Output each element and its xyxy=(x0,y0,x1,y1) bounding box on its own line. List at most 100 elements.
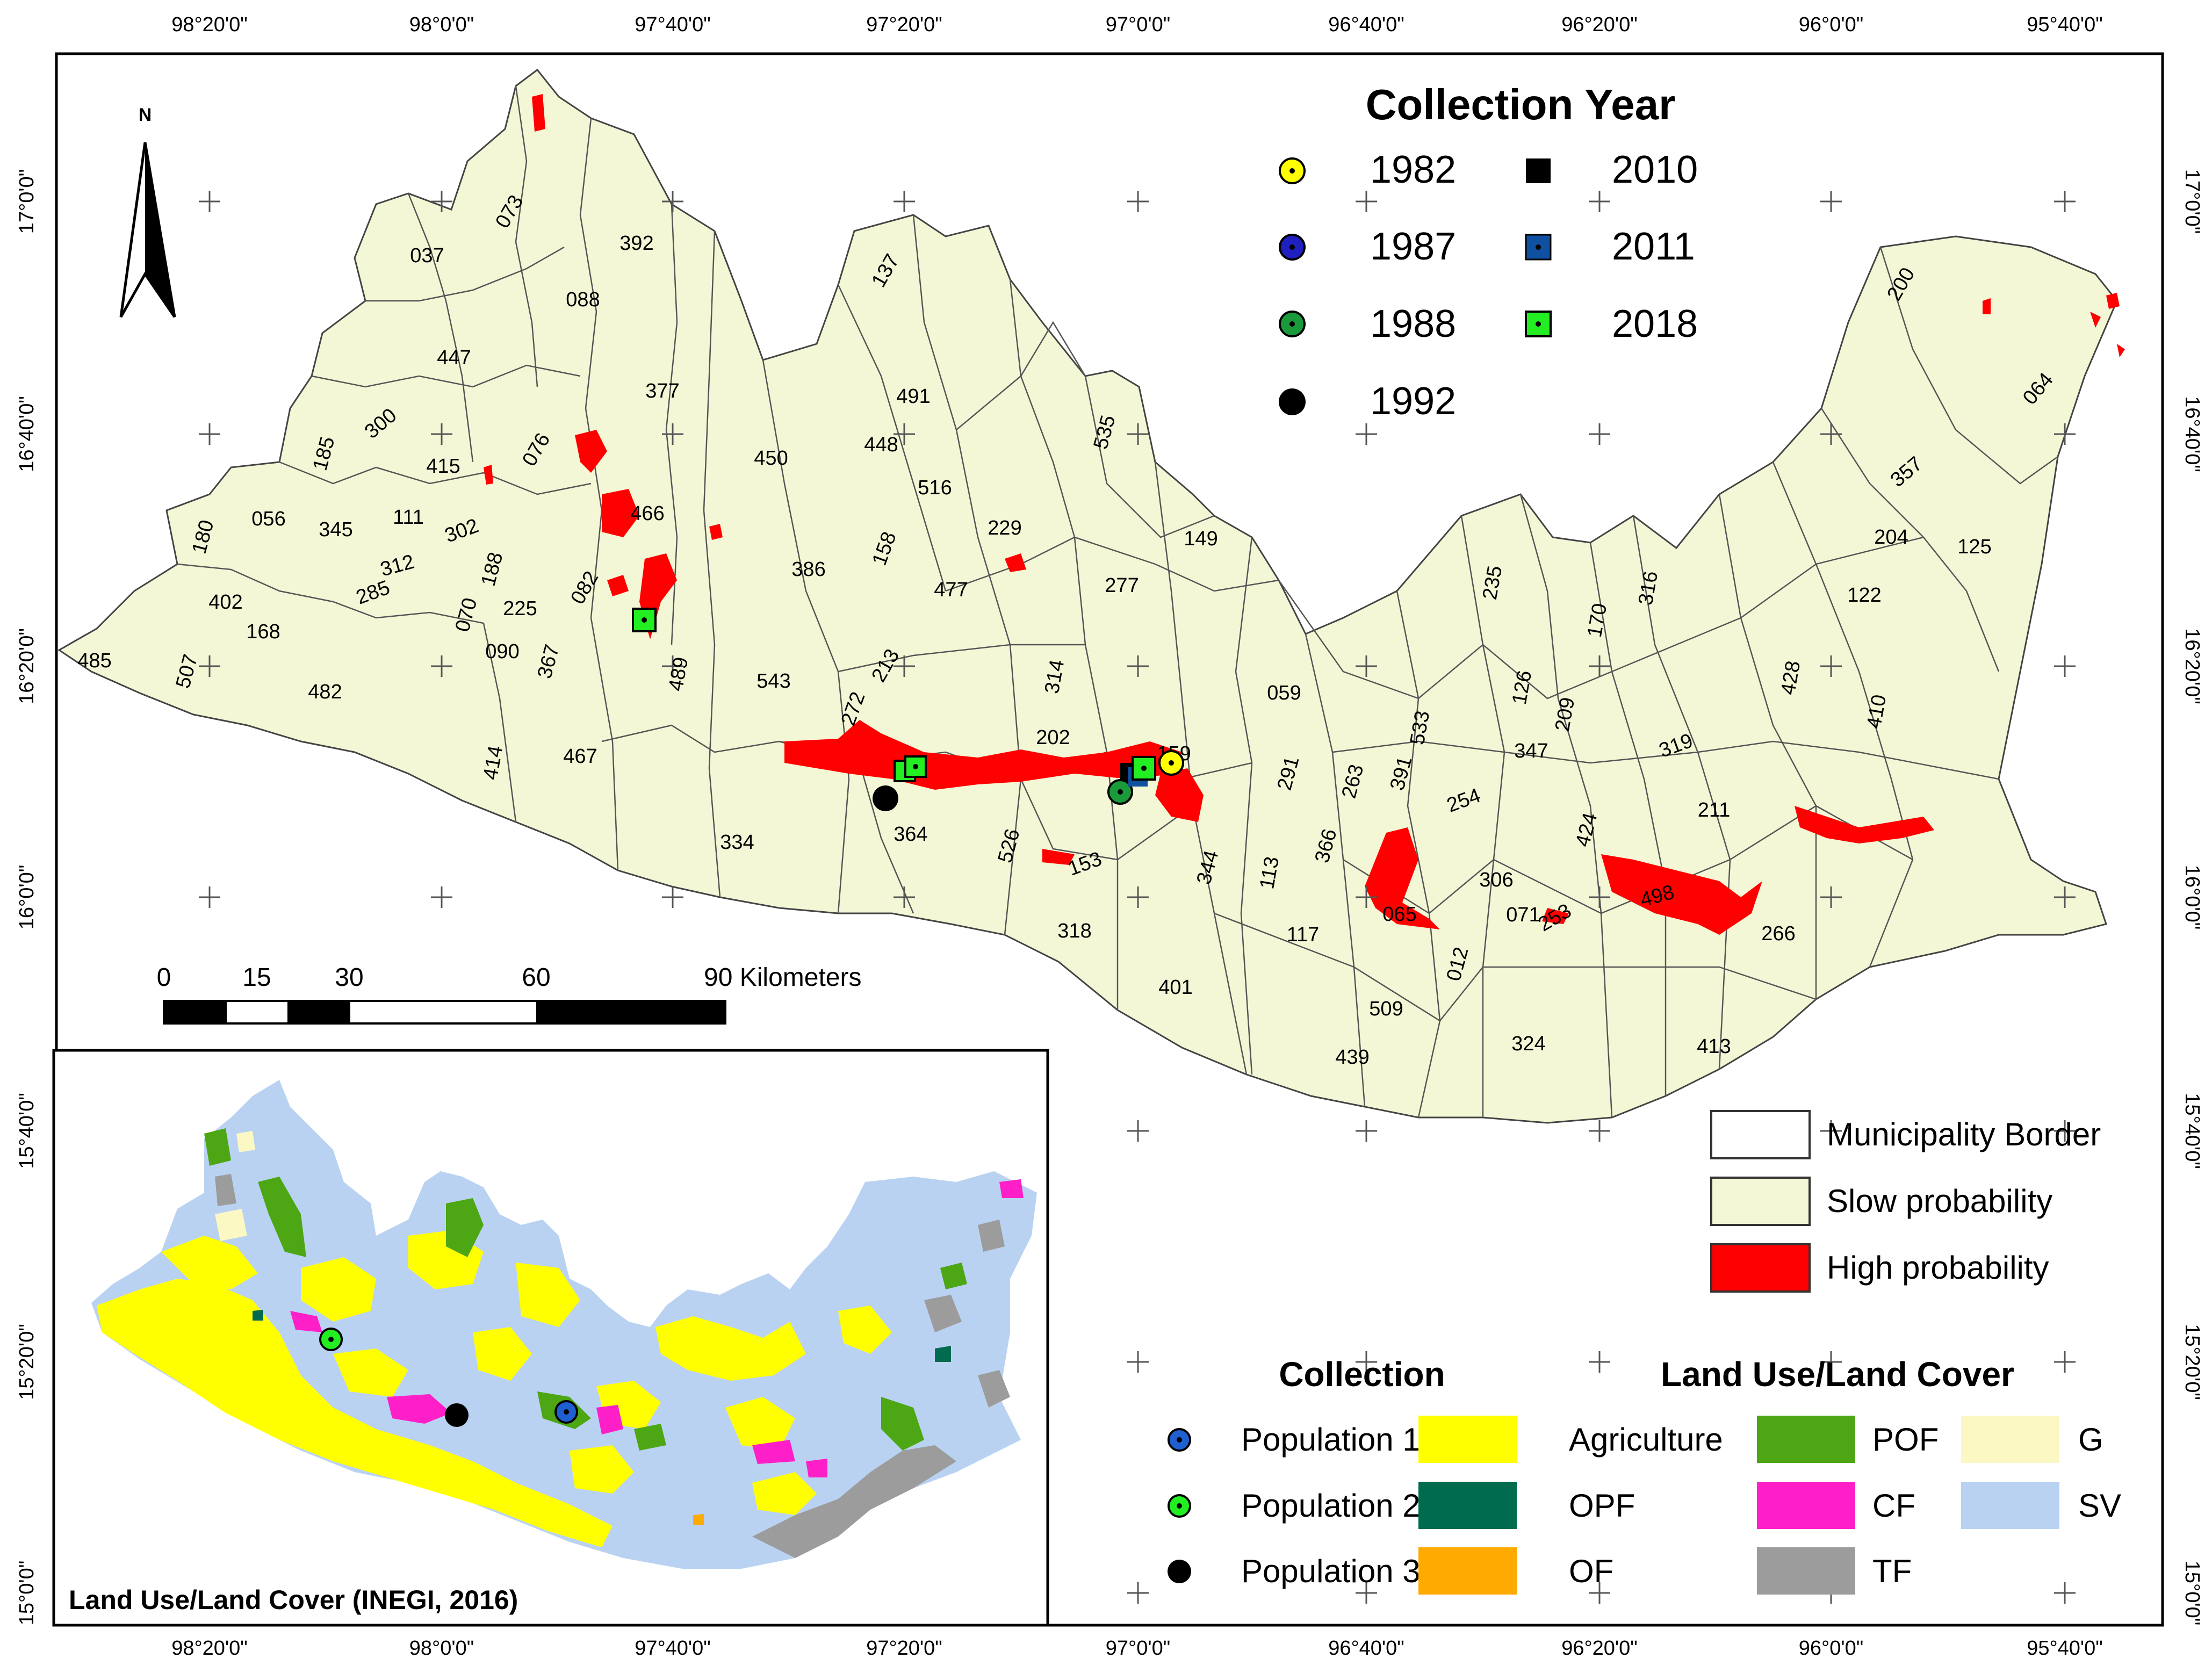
collection-markers xyxy=(632,608,1184,811)
high-probability-areas xyxy=(484,94,2125,935)
municipality-code: 386 xyxy=(791,558,825,581)
right-tick-label: 15°40'0" xyxy=(2181,1093,2203,1169)
bottom-tick-label: 97°0'0" xyxy=(1106,1637,1170,1660)
municipality-borders xyxy=(177,85,2058,1118)
cf-swatch xyxy=(1757,1482,1855,1529)
probability-legend: Municipality Border Slow probability Hig… xyxy=(1710,1110,2101,1293)
municipality-code: 090 xyxy=(485,640,519,663)
bottom-tick-label: 97°20'0" xyxy=(866,1637,942,1660)
municipality-code: 225 xyxy=(503,597,537,620)
left-tick-label: 15°0'0" xyxy=(16,1561,38,1625)
population-1-label: Population 1 xyxy=(1241,1422,1421,1458)
inset-tf xyxy=(215,1174,1010,1558)
right-tick-label: 15°20'0" xyxy=(2181,1324,2203,1400)
legend-2010-marker xyxy=(1526,158,1551,183)
municipality-code: 324 xyxy=(1511,1033,1545,1055)
pof-label: POF xyxy=(1872,1422,1939,1458)
inset-g xyxy=(215,1131,255,1241)
collection-legend-title: Collection xyxy=(1279,1355,1445,1394)
bottom-tick-label: 96°20'0" xyxy=(1561,1637,1638,1660)
municipality-code: 111 xyxy=(393,506,424,529)
right-tick-label: 16°20'0" xyxy=(2181,628,2203,704)
right-tick-label: 16°0'0" xyxy=(2181,865,2203,929)
left-tick-label: 16°40'0" xyxy=(16,396,38,472)
bottom-tick-label: 96°0'0" xyxy=(1799,1637,1863,1660)
legend-high-probability-label: High probability xyxy=(1827,1250,2049,1286)
top-tick-label: 96°40'0" xyxy=(1328,13,1404,36)
municipality-code: 543 xyxy=(756,670,790,693)
left-tick-label: 15°40'0" xyxy=(16,1093,38,1169)
inset-opf xyxy=(253,1310,951,1362)
top-tick-label: 97°0'0" xyxy=(1106,13,1170,36)
municipality-code: 516 xyxy=(918,477,952,499)
municipality-code: 485 xyxy=(77,650,111,672)
top-tick-label: 98°0'0" xyxy=(409,13,474,36)
municipality-code: 277 xyxy=(1105,574,1139,597)
marker-1992 xyxy=(873,785,898,811)
legend-1982-label: 1982 xyxy=(1370,148,1456,191)
scale-label-60: 60 xyxy=(522,963,550,992)
collection-year-title: Collection Year xyxy=(1366,81,1676,128)
opf-swatch xyxy=(1418,1482,1517,1529)
legend-slow-probability-swatch xyxy=(1710,1177,1811,1226)
top-tick-label: 97°40'0" xyxy=(635,13,711,36)
municipality-code: 318 xyxy=(1057,920,1091,942)
municipality-code: 122 xyxy=(1847,584,1881,607)
municipality-code: 402 xyxy=(208,591,242,614)
tf-swatch xyxy=(1757,1547,1855,1595)
scale-label-15: 15 xyxy=(242,963,271,992)
legend-municipality-border-label: Municipality Border xyxy=(1827,1116,2101,1152)
inset-cf xyxy=(290,1179,1024,1477)
scale-label-90: 90 Kilometers xyxy=(704,963,861,992)
land-use-legend: Land Use/Land Cover Agriculture POF G OP… xyxy=(1418,1355,2121,1595)
left-tick-label: 16°0'0" xyxy=(16,865,38,929)
municipality-code: 415 xyxy=(426,455,460,478)
municipality-code: 117 xyxy=(1287,924,1320,946)
municipality-code: 467 xyxy=(563,745,597,768)
agriculture-label: Agriculture xyxy=(1569,1422,1723,1458)
legend-2018-label: 2018 xyxy=(1612,302,1698,345)
population-2-label: Population 2 xyxy=(1241,1488,1421,1524)
tf-label: TF xyxy=(1872,1553,1912,1589)
left-tick-label: 17°0'0" xyxy=(16,169,38,234)
municipality-code: 113 xyxy=(1256,855,1284,891)
municipality-code: 413 xyxy=(1697,1035,1731,1058)
municipality-code: 168 xyxy=(246,621,280,643)
inset-title: Land Use/Land Cover (INEGI, 2016) xyxy=(69,1585,518,1615)
municipality-code: 450 xyxy=(754,447,788,470)
sv-swatch xyxy=(1961,1482,2059,1529)
municipality-code: 071 xyxy=(1506,904,1540,926)
municipality-code: 306 xyxy=(1479,869,1513,891)
municipality-code: 125 xyxy=(1957,536,1991,558)
right-tick-label: 16°40'0" xyxy=(2181,396,2203,472)
top-tick-label: 95°40'0" xyxy=(2027,13,2103,36)
municipality-code: 392 xyxy=(619,232,653,255)
left-tick-labels: 17°0'0" 16°40'0" 16°20'0" 16°0'0" 15°40'0" 15… xyxy=(16,169,38,1625)
municipality-code: 466 xyxy=(630,502,664,525)
municipality-code: 439 xyxy=(1335,1046,1369,1069)
bottom-tick-label: 98°0'0" xyxy=(409,1637,474,1660)
bottom-tick-label: 97°40'0" xyxy=(635,1637,711,1660)
top-tick-labels: 98°20'0" 98°0'0" 97°40'0" 97°20'0" 97°0'0" 96… xyxy=(171,13,2103,36)
municipality-code: 377 xyxy=(645,380,679,402)
bottom-tick-labels: 98°20'0" 98°0'0" 97°40'0" 97°20'0" 97°0'0" 96… xyxy=(171,1637,2103,1660)
right-tick-labels: 17°0'0" 16°40'0" 16°20'0" 16°0'0" 15°40'0" 15… xyxy=(2181,169,2203,1625)
population-3-label: Population 3 xyxy=(1241,1553,1421,1589)
municipality-code: 065 xyxy=(1382,903,1416,926)
inset-population-3-marker xyxy=(445,1403,469,1427)
municipality-code: 448 xyxy=(864,434,898,456)
of-swatch xyxy=(1418,1547,1517,1595)
municipality-code: 202 xyxy=(1036,726,1070,749)
legend-1992-marker xyxy=(1279,388,1306,415)
scale-label-30: 30 xyxy=(335,963,363,992)
municipality-code: 211 xyxy=(1698,799,1731,821)
municipality-code: 509 xyxy=(1369,998,1403,1020)
municipality-code: 204 xyxy=(1874,526,1908,549)
left-tick-label: 16°20'0" xyxy=(16,628,38,704)
inset-agriculture xyxy=(97,1230,892,1547)
bottom-tick-label: 96°40'0" xyxy=(1328,1637,1404,1660)
left-tick-label: 15°20'0" xyxy=(16,1324,38,1400)
legend-1988-label: 1988 xyxy=(1370,302,1456,345)
sv-label: SV xyxy=(2078,1488,2121,1524)
population-3-marker xyxy=(1168,1560,1191,1583)
